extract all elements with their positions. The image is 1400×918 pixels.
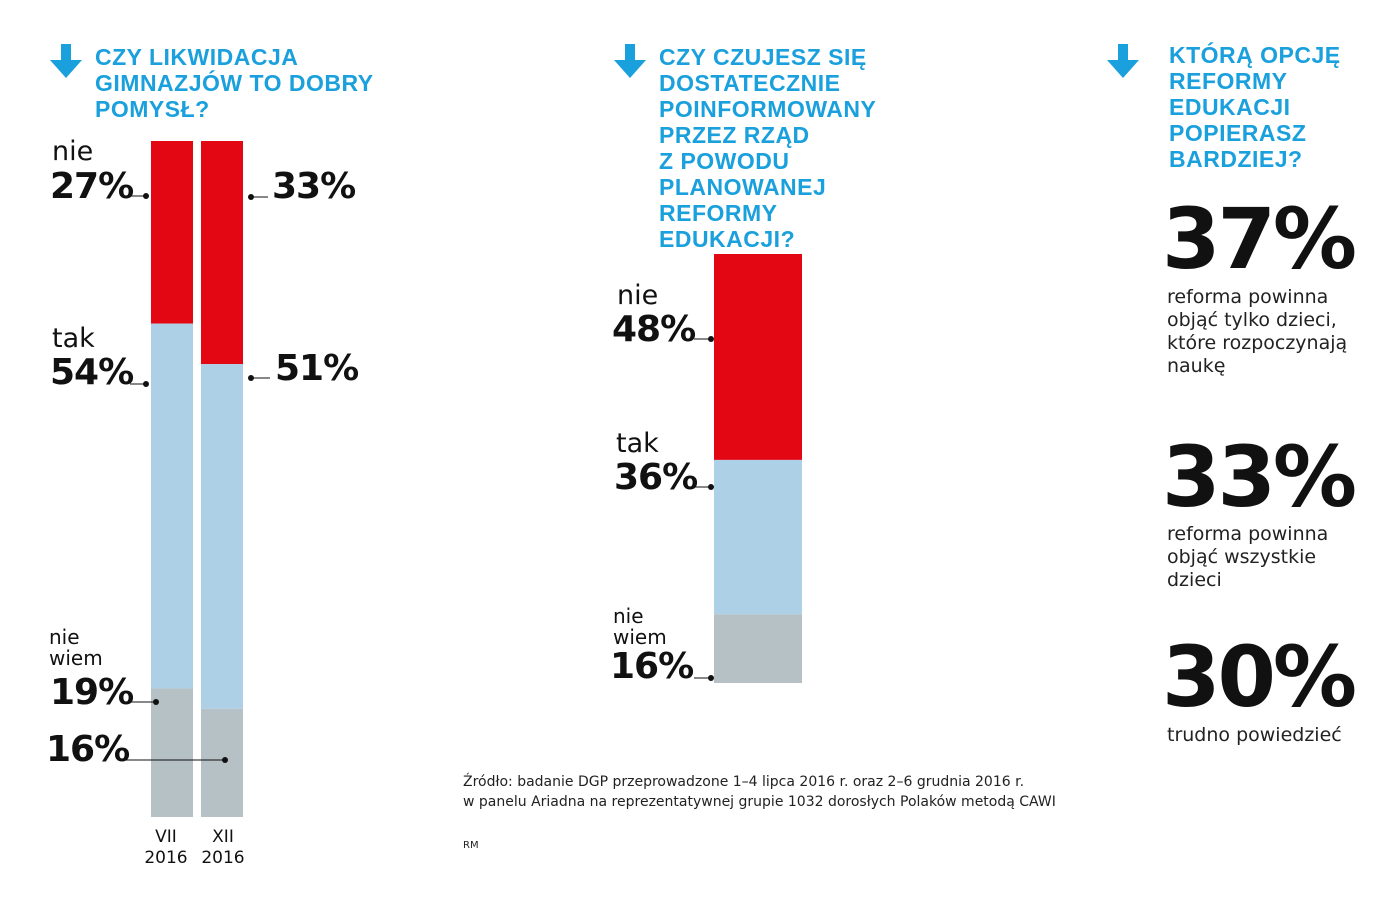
chart1-xii-tak-dot <box>248 375 254 381</box>
chart2-nie-label: nie <box>617 280 659 311</box>
chart1-vii-bar-tak <box>151 323 193 689</box>
chart1-vii-nie-value: 27% <box>50 166 134 207</box>
chart1-xii-nie-value: 33% <box>272 166 356 207</box>
chart2-nie-wiem-value: 16% <box>610 646 694 687</box>
chart3-text-3: trudno powiedzieć <box>1167 724 1342 746</box>
chart2-nie-value: 48% <box>612 309 696 350</box>
chart1-vii-tak-value: 54% <box>50 352 134 393</box>
chart3-value-2: 33% <box>1162 428 1357 526</box>
chart2-nie-dot <box>708 336 714 342</box>
arrow-down-icon <box>50 44 82 78</box>
chart1-vii-nie-wiem-dot <box>153 699 159 705</box>
chart3-value-3: 30% <box>1162 628 1357 726</box>
chart2-nie-wiem-dot <box>708 675 714 681</box>
chart2-tak-value: 36% <box>614 457 698 498</box>
chart1-xii-nie-wiem-value: 16% <box>46 729 130 770</box>
chart1-axis-label-xii: XII 2016 <box>201 827 245 868</box>
chart1-vii-bar-nie <box>151 141 193 324</box>
chart1-xii-bar-nie <box>201 141 243 365</box>
chart2-tak-dot <box>708 484 714 490</box>
chart3-text-1: reforma powinna objąć tylko dzieci, któr… <box>1167 286 1348 377</box>
chart2-bar-tak <box>714 459 802 615</box>
chart1-tak-label: tak <box>52 323 95 354</box>
chart3-title: KTÓRĄ OPCJĘ REFORMY EDUKACJI POPIERASZ B… <box>1169 42 1341 172</box>
chart1-vii-nie-dot <box>143 193 149 199</box>
chart1-xii-bar-tak <box>201 364 243 709</box>
chart2-title: CZY CZUJESZ SIĘ DOSTATECZNIE POINFORMOWA… <box>659 44 877 252</box>
chart2-tak-label: tak <box>616 428 659 459</box>
chart1-vii-nie-wiem-value: 19% <box>50 672 134 713</box>
chart1-vii-bar-nie-wiem <box>151 688 193 817</box>
source-note: Źródło: badanie DGP przeprowadzone 1–4 l… <box>463 774 1056 810</box>
chart2-bar-nie <box>714 254 802 460</box>
chart1-vii-tak-dot <box>143 381 149 387</box>
arrow-down-icon <box>1107 44 1139 78</box>
chart1-xii-tak-value: 51% <box>275 348 359 389</box>
author-credit: RM <box>463 840 479 851</box>
chart1-axis-label-vii: VII 2016 <box>144 827 188 868</box>
chart1-xii-nie-dot <box>248 194 254 200</box>
chart1-xii-nie-wiem-dot <box>222 757 228 763</box>
chart1-xii-bar-nie-wiem <box>201 708 243 817</box>
chart3-value-1: 37% <box>1162 190 1357 288</box>
chart1-title: CZY LIKWIDACJA GIMNAZJÓW TO DOBRY POMYSŁ… <box>95 44 374 122</box>
chart1-nie-label: nie <box>52 136 94 167</box>
chart1-nie-wiem-label: nie wiem <box>49 625 103 670</box>
chart2-nie-wiem-label: nie wiem <box>613 604 667 649</box>
chart3-text-2: reforma powinna objąć wszystkie dzieci <box>1167 523 1329 591</box>
chart2-bar-nie-wiem <box>714 614 802 683</box>
arrow-down-icon <box>614 44 646 78</box>
